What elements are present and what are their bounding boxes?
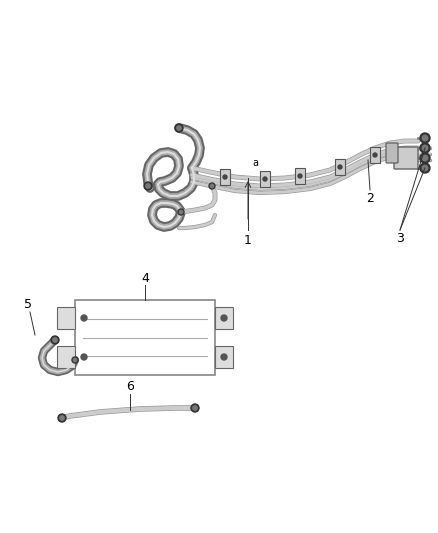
Circle shape <box>81 315 87 321</box>
Circle shape <box>420 133 430 143</box>
Circle shape <box>223 175 227 179</box>
Circle shape <box>175 124 183 132</box>
Bar <box>220 169 230 185</box>
Circle shape <box>177 126 181 130</box>
Text: 3: 3 <box>396 231 404 245</box>
Bar <box>57 307 75 329</box>
Circle shape <box>420 163 430 173</box>
Circle shape <box>191 404 199 412</box>
Circle shape <box>209 183 215 189</box>
Circle shape <box>179 211 183 214</box>
Circle shape <box>72 357 78 363</box>
Text: 5: 5 <box>24 298 32 311</box>
Circle shape <box>221 354 227 360</box>
Circle shape <box>53 338 57 342</box>
Circle shape <box>178 209 184 215</box>
Circle shape <box>422 146 428 151</box>
Circle shape <box>146 184 150 188</box>
Bar <box>75 300 215 375</box>
Bar <box>215 307 233 329</box>
Circle shape <box>58 414 66 422</box>
Circle shape <box>144 182 152 190</box>
Circle shape <box>60 416 64 420</box>
Bar <box>370 147 380 163</box>
Circle shape <box>338 165 342 169</box>
Circle shape <box>420 143 430 153</box>
Bar <box>215 346 233 368</box>
Text: a: a <box>252 158 258 168</box>
FancyBboxPatch shape <box>386 143 398 163</box>
Text: 2: 2 <box>366 191 374 205</box>
Circle shape <box>51 336 59 344</box>
Circle shape <box>210 184 214 188</box>
Bar <box>260 171 270 187</box>
Text: 6: 6 <box>126 381 134 393</box>
Circle shape <box>193 406 197 410</box>
Bar <box>57 346 75 368</box>
Bar <box>335 159 345 175</box>
Circle shape <box>263 177 267 181</box>
FancyBboxPatch shape <box>394 147 418 169</box>
Circle shape <box>373 153 377 157</box>
Circle shape <box>420 153 430 163</box>
Circle shape <box>422 165 428 171</box>
Bar <box>295 168 305 184</box>
Circle shape <box>298 174 302 178</box>
Text: 1: 1 <box>244 233 252 246</box>
Circle shape <box>422 155 428 161</box>
Circle shape <box>73 358 77 362</box>
Circle shape <box>422 135 428 141</box>
Circle shape <box>221 315 227 321</box>
Text: 4: 4 <box>141 271 149 285</box>
Circle shape <box>81 354 87 360</box>
